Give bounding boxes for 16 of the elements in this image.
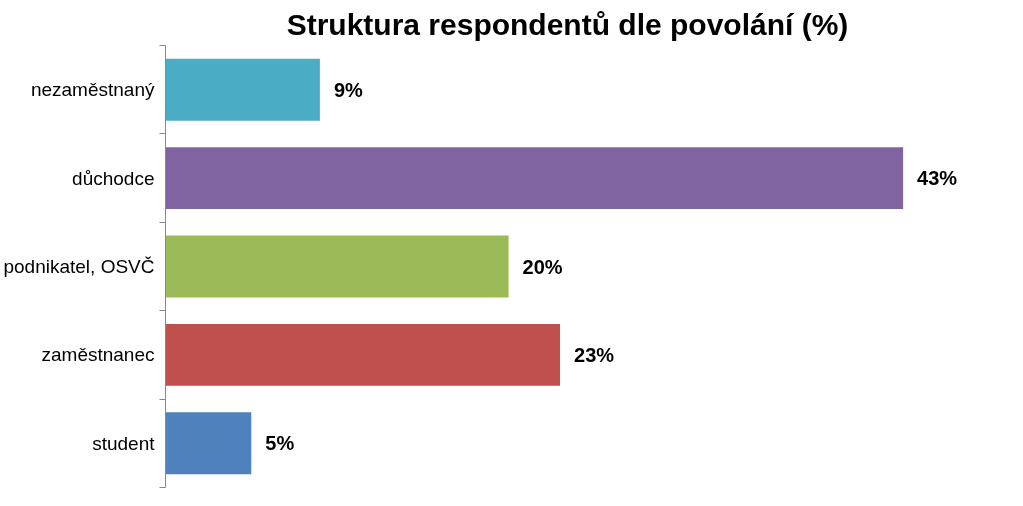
data-label: 9% bbox=[333, 78, 364, 101]
chart-title: Struktura respondentů dle povolání (%) bbox=[286, 7, 849, 41]
data-label: 23% bbox=[574, 343, 615, 366]
bar bbox=[165, 323, 561, 386]
y-tick-label: podnikatel, OSVČ bbox=[3, 256, 155, 277]
bar bbox=[165, 235, 509, 298]
data-label: 20% bbox=[522, 255, 563, 278]
y-tick-label: zaměstnanec bbox=[41, 344, 155, 366]
data-label: 43% bbox=[917, 167, 958, 190]
data-label: 5% bbox=[265, 432, 295, 455]
bar bbox=[165, 412, 252, 475]
y-tick-label: důchodce bbox=[72, 167, 155, 189]
y-tick-label: student bbox=[92, 432, 156, 454]
bar bbox=[165, 58, 320, 121]
bar bbox=[165, 147, 904, 210]
y-tick-label: nezaměstnaný bbox=[30, 79, 155, 101]
